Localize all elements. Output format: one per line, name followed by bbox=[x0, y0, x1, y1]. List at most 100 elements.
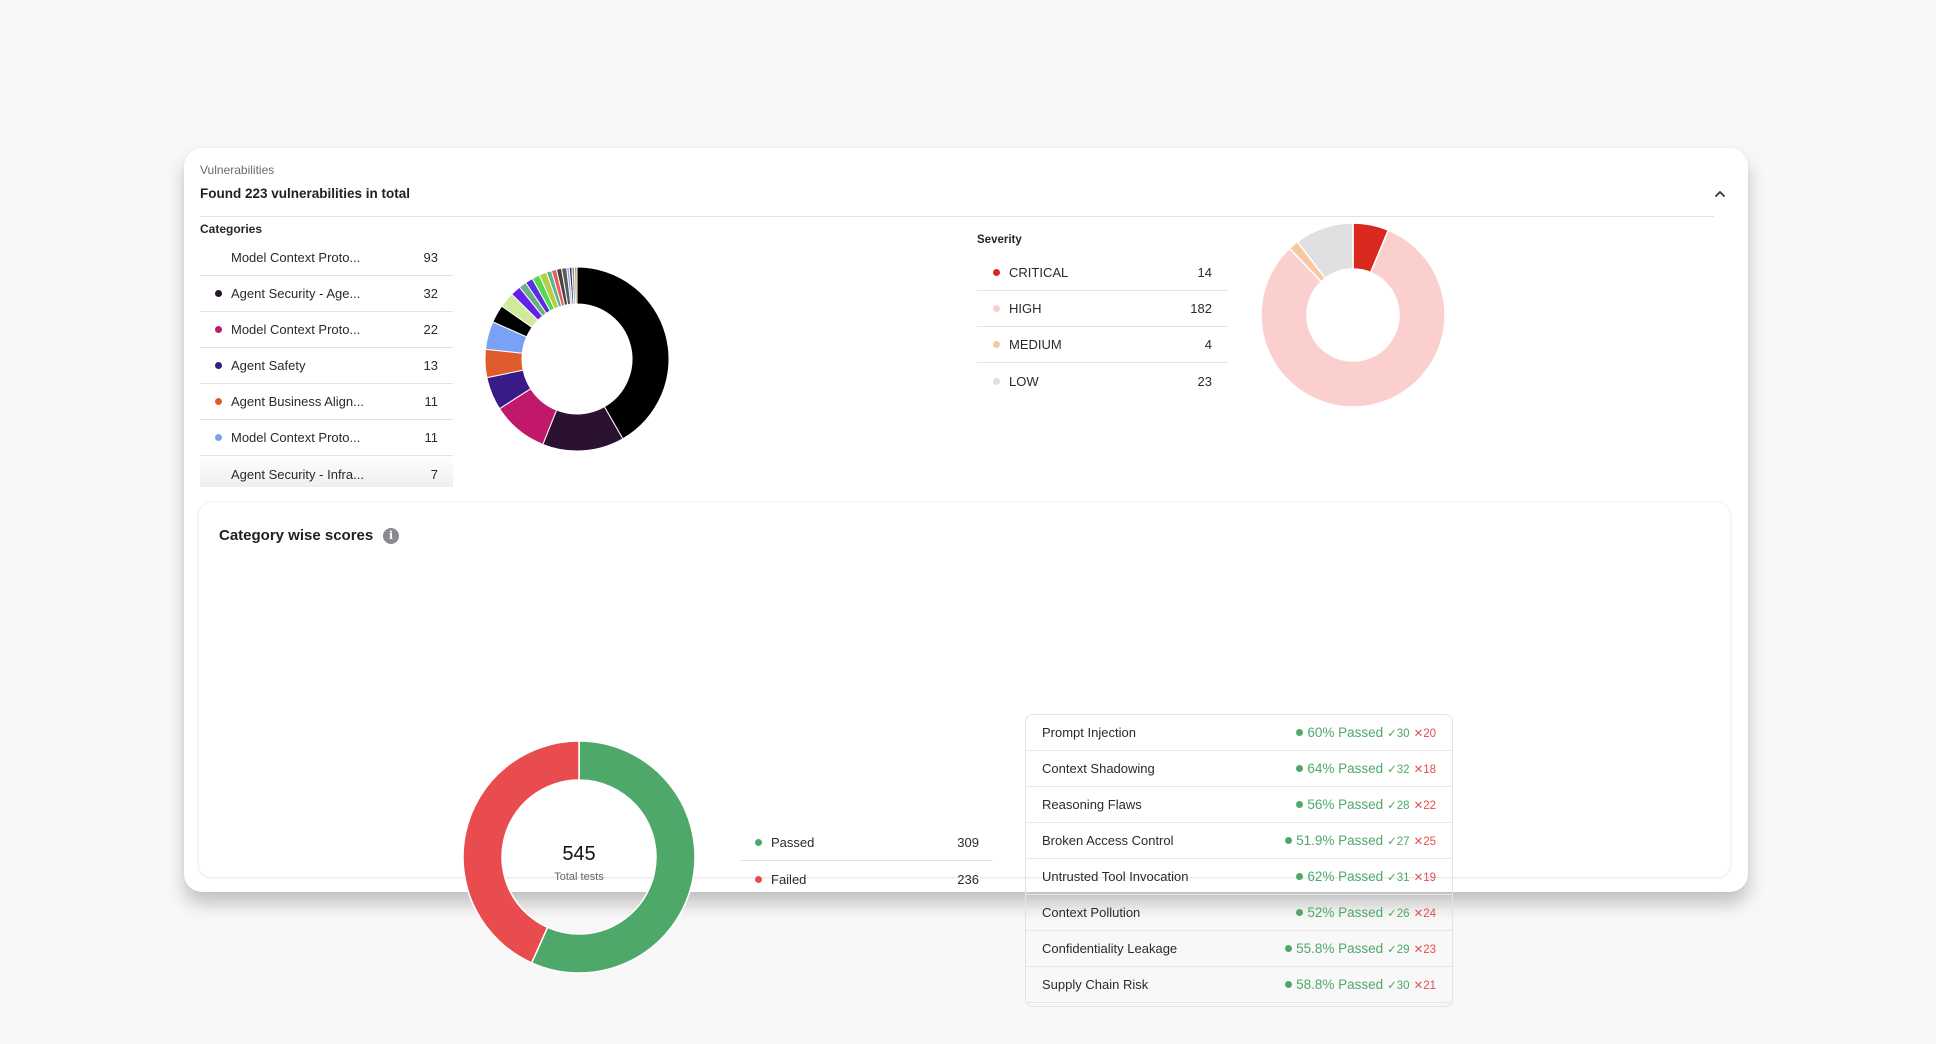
category-row[interactable]: Agent Security - Age... 32 bbox=[200, 276, 453, 312]
score-row[interactable]: Prompt Injection 60% Passed ✓30 ✕20 bbox=[1026, 715, 1452, 751]
category-name: Agent Safety bbox=[231, 358, 306, 373]
passed-count: ✓27 bbox=[1387, 835, 1410, 848]
score-row[interactable]: Broken Access Control 51.9% Passed ✓27 ✕25 bbox=[1026, 823, 1452, 859]
score-row[interactable]: Context Shadowing 64% Passed ✓32 ✕18 bbox=[1026, 751, 1452, 787]
score-row[interactable]: Confidentiality Leakage 55.8% Passed ✓29 ✕… bbox=[1026, 931, 1452, 967]
score-category: Broken Access Control bbox=[1042, 833, 1174, 848]
passed-count: ✓32 bbox=[1387, 763, 1410, 776]
category-score-table[interactable]: Prompt Injection 60% Passed ✓30 ✕20 Contex… bbox=[1025, 714, 1453, 1007]
severity-count: 14 bbox=[1197, 265, 1212, 280]
passed-count: ✓30 bbox=[1387, 979, 1410, 992]
legend-row-passed[interactable]: Passed 309 bbox=[740, 825, 993, 861]
legend-name: Passed bbox=[771, 835, 815, 850]
category-count: 13 bbox=[423, 358, 438, 373]
pass-rate: 62% Passed bbox=[1307, 869, 1384, 884]
score-row[interactable]: Supply Chain Risk 58.8% Passed ✓30 ✕21 bbox=[1026, 967, 1452, 1003]
status-dot bbox=[1285, 837, 1293, 844]
donut-segment[interactable] bbox=[576, 266, 670, 440]
legend-dot bbox=[215, 362, 222, 369]
categories-label: Categories bbox=[200, 222, 263, 236]
card-title: Found 223 vulnerabilities in total bbox=[200, 186, 411, 201]
passed-count: ✓29 bbox=[1387, 943, 1410, 956]
info-icon[interactable]: i bbox=[383, 528, 399, 544]
pass-rate: 58.8% Passed bbox=[1296, 977, 1384, 992]
score-category: Untrusted Tool Invocation bbox=[1042, 869, 1189, 884]
donut-segment[interactable] bbox=[573, 266, 578, 305]
legend-dot bbox=[215, 254, 222, 261]
categories-donut-chart[interactable] bbox=[477, 259, 677, 459]
score-category: Context Shadowing bbox=[1042, 761, 1155, 776]
category-name: Agent Security - Infra... bbox=[231, 466, 364, 482]
legend-dot bbox=[215, 434, 222, 441]
donut-segment[interactable] bbox=[530, 740, 696, 974]
severity-list: CRITICAL 14 HIGH 182 MEDIUM 4 LOW 23 bbox=[977, 255, 1228, 399]
category-count: 22 bbox=[423, 322, 438, 337]
passed-count: ✓26 bbox=[1387, 907, 1410, 920]
category-row[interactable]: Model Context Proto... 22 bbox=[200, 312, 453, 348]
severity-label: Severity bbox=[977, 234, 1022, 246]
category-row[interactable]: Model Context Proto... 11 bbox=[200, 420, 453, 456]
pass-rate: 52% Passed bbox=[1307, 905, 1384, 920]
categories-list[interactable]: Model Context Proto... 93 Agent Security… bbox=[200, 240, 453, 487]
status-dot bbox=[1296, 729, 1304, 736]
score-row[interactable]: Context Pollution 52% Passed ✓26 ✕24 bbox=[1026, 895, 1452, 931]
collapse-button[interactable] bbox=[1712, 186, 1728, 202]
status-dot bbox=[1296, 873, 1304, 880]
status-dot bbox=[1285, 981, 1293, 988]
tests-legend: Passed 309 Failed 236 bbox=[740, 825, 993, 897]
donut-segment[interactable] bbox=[1296, 222, 1354, 280]
status-dot bbox=[1296, 909, 1304, 916]
status-dot bbox=[1296, 801, 1304, 808]
donut-segment[interactable] bbox=[462, 740, 580, 964]
legend-dot bbox=[755, 875, 762, 883]
legend-dot bbox=[993, 377, 1000, 385]
category-count: 93 bbox=[423, 250, 438, 265]
severity-row-critical[interactable]: CRITICAL 14 bbox=[977, 255, 1228, 291]
score-row[interactable]: Reasoning Flaws 56% Passed ✓28 ✕22 bbox=[1026, 787, 1452, 823]
passed-count: ✓31 bbox=[1387, 871, 1410, 884]
category-scores-title: Category wise scores bbox=[219, 527, 374, 544]
tests-donut-chart[interactable] bbox=[459, 737, 699, 977]
failed-count: ✕21 bbox=[1413, 979, 1436, 992]
severity-donut-chart[interactable] bbox=[1253, 215, 1453, 415]
severity-count: 4 bbox=[1204, 337, 1212, 352]
score-category: Supply Chain Risk bbox=[1042, 977, 1149, 992]
category-name: Model Context Proto... bbox=[231, 322, 361, 337]
legend-dot bbox=[215, 326, 222, 333]
severity-name: MEDIUM bbox=[1009, 337, 1062, 352]
severity-row-low[interactable]: LOW 23 bbox=[977, 363, 1228, 399]
legend-name: Failed bbox=[771, 871, 807, 887]
legend-dot bbox=[993, 305, 1000, 312]
severity-name: LOW bbox=[1009, 373, 1039, 389]
pass-rate: 60% Passed bbox=[1307, 725, 1384, 740]
severity-row-medium[interactable]: MEDIUM 4 bbox=[977, 327, 1228, 363]
severity-count: 182 bbox=[1190, 301, 1212, 316]
status-dot bbox=[1285, 945, 1293, 952]
donut-segment[interactable] bbox=[1260, 229, 1446, 408]
total-tests-value: 545 bbox=[562, 843, 596, 865]
category-row[interactable]: Model Context Proto... 93 bbox=[200, 240, 453, 276]
legend-dot bbox=[993, 341, 1000, 348]
legend-dot bbox=[993, 269, 1000, 276]
category-row[interactable]: Agent Business Align... 11 bbox=[200, 384, 453, 420]
pass-rate: 56% Passed bbox=[1307, 797, 1384, 812]
legend-dot bbox=[215, 290, 222, 297]
score-category: Reasoning Flaws bbox=[1042, 797, 1142, 812]
severity-row-high[interactable]: HIGH 182 bbox=[977, 291, 1228, 327]
legend-count: 236 bbox=[957, 871, 979, 887]
category-count: 11 bbox=[424, 394, 439, 409]
failed-count: ✕19 bbox=[1413, 871, 1436, 884]
legend-dot bbox=[755, 839, 762, 846]
legend-count: 309 bbox=[957, 835, 979, 850]
failed-count: ✕23 bbox=[1413, 943, 1436, 956]
severity-name: HIGH bbox=[1009, 301, 1042, 316]
category-row[interactable]: Agent Security - Infra... 7 bbox=[200, 456, 453, 487]
pass-rate: 51.9% Passed bbox=[1296, 833, 1384, 848]
category-name: Agent Business Align... bbox=[231, 394, 364, 409]
category-row[interactable]: Agent Safety 13 bbox=[200, 348, 453, 384]
pass-rate: 64% Passed bbox=[1307, 761, 1384, 776]
passed-count: ✓30 bbox=[1387, 727, 1410, 740]
category-name: Model Context Proto... bbox=[231, 430, 361, 445]
legend-row-failed[interactable]: Failed 236 bbox=[740, 861, 993, 897]
score-row[interactable]: Untrusted Tool Invocation 62% Passed ✓31 ✕… bbox=[1026, 859, 1452, 895]
